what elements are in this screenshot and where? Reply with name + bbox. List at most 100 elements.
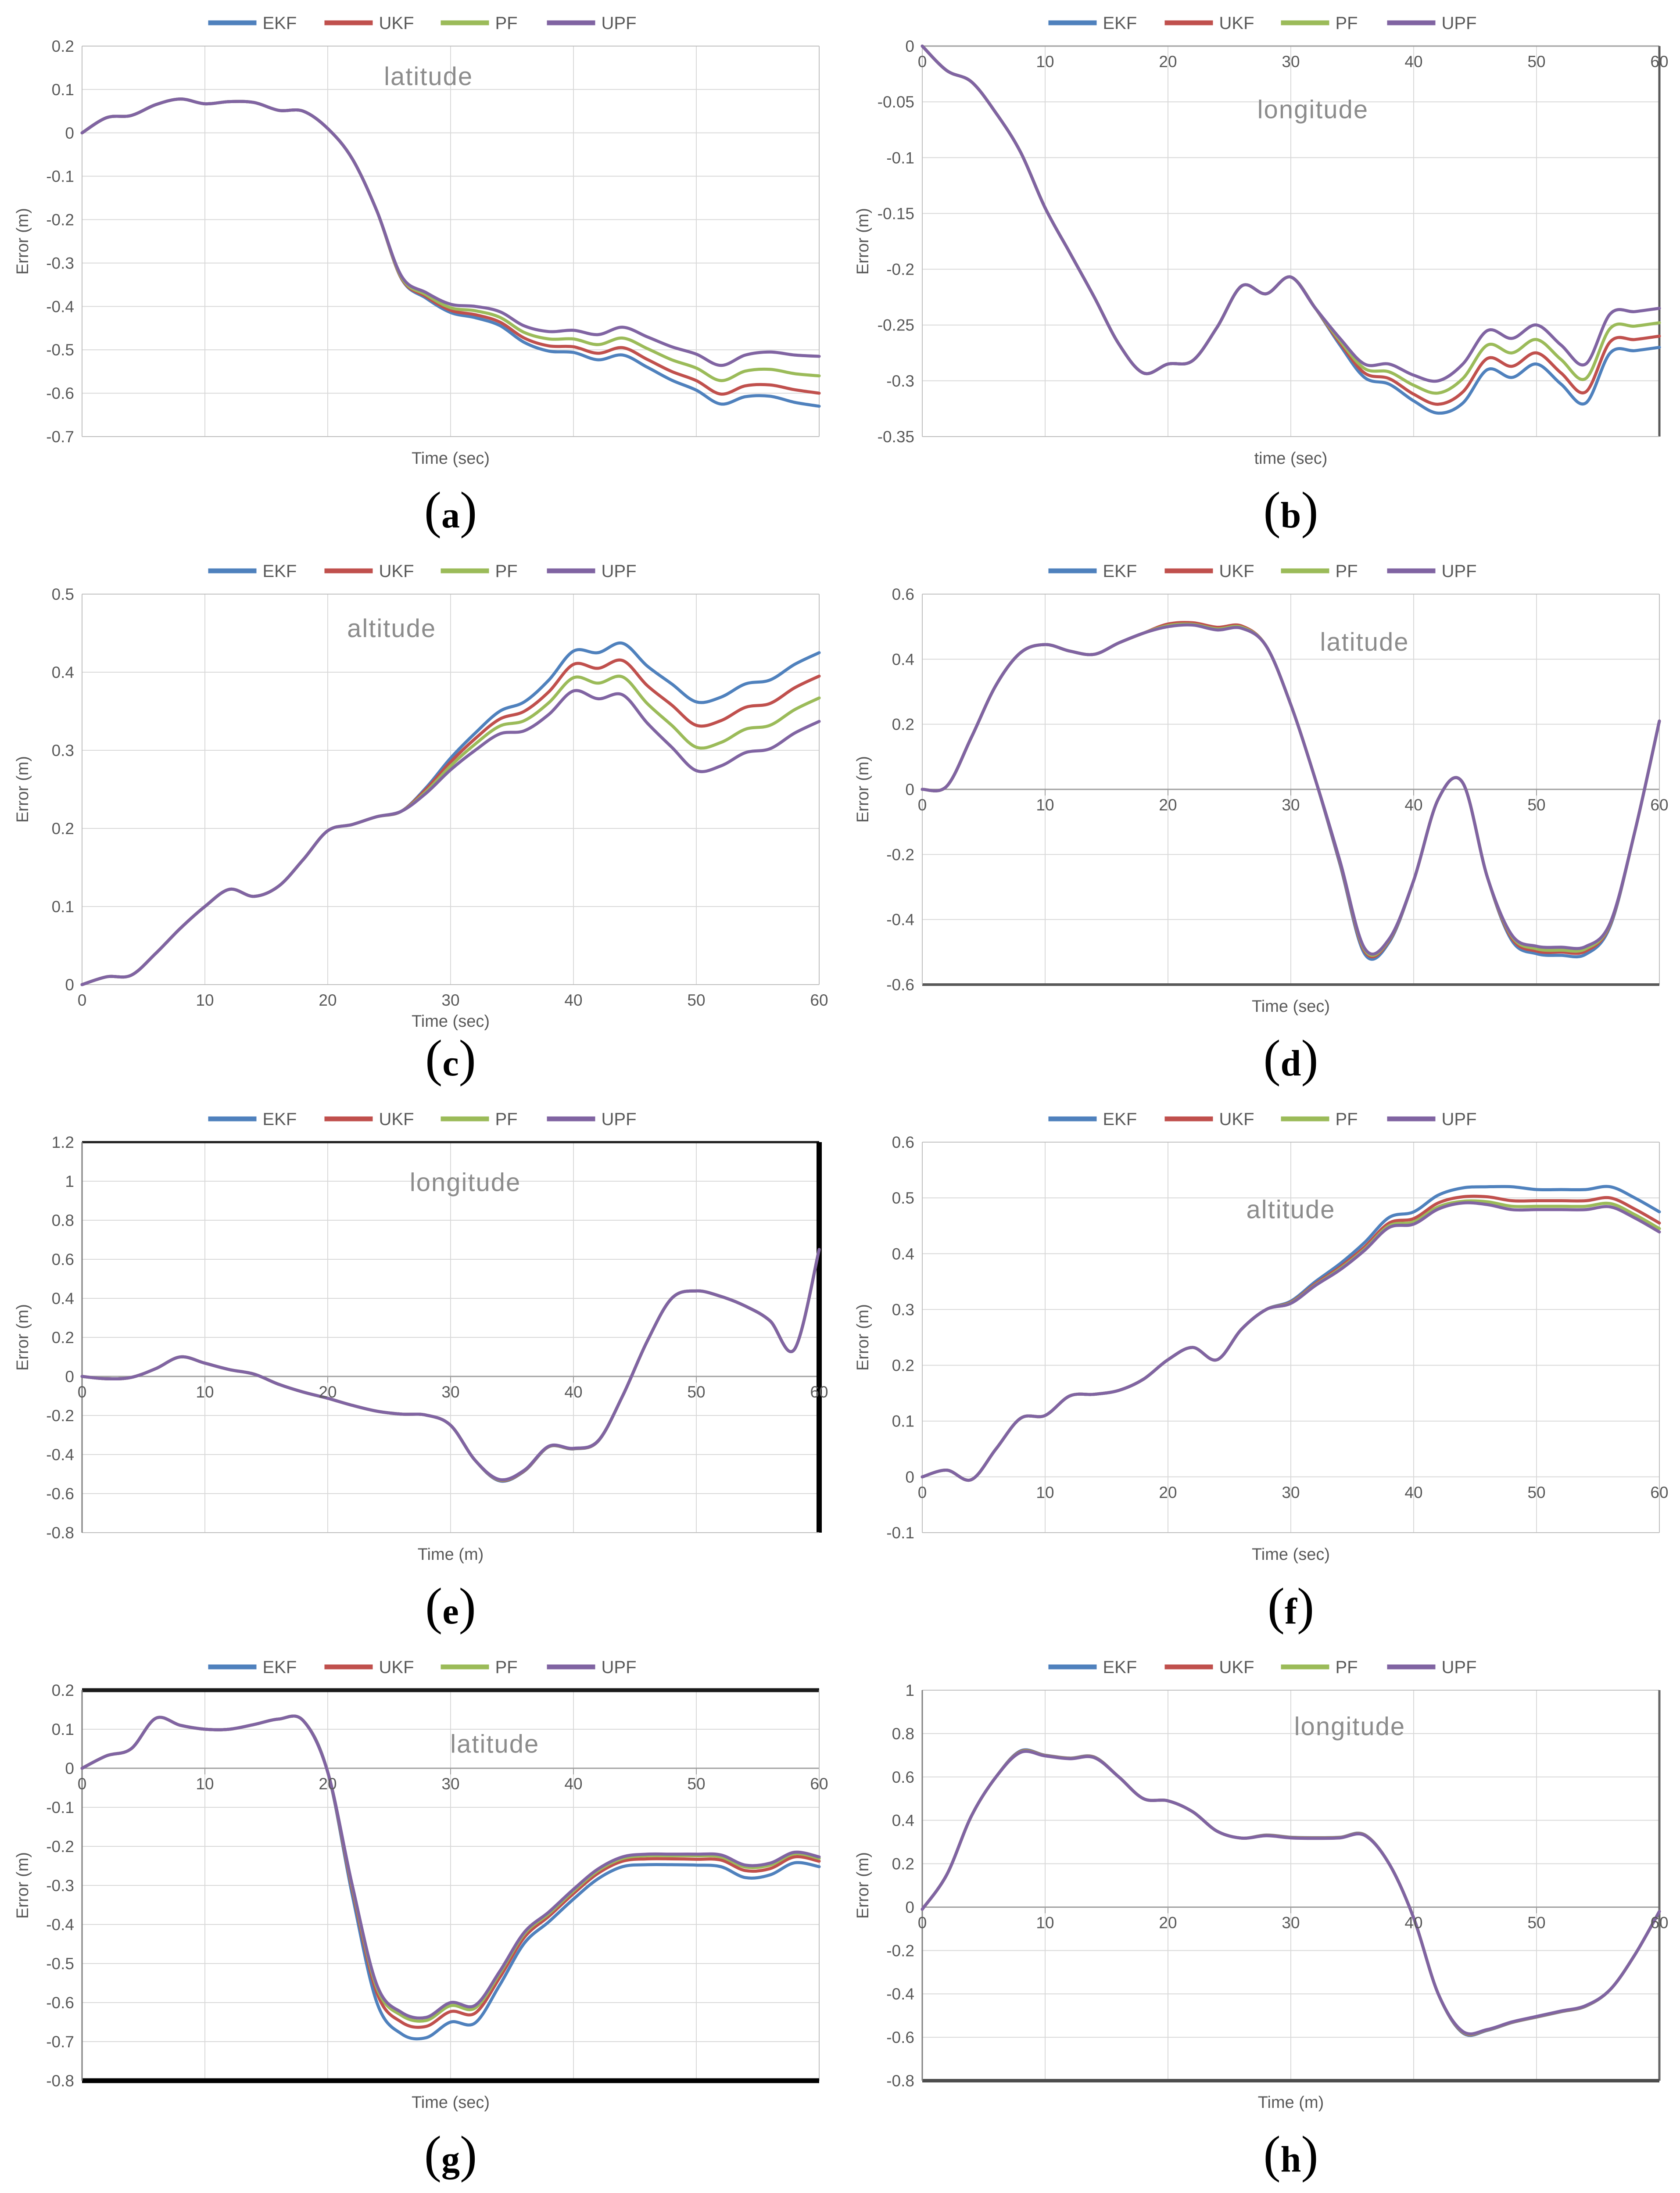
panel-caption: (d) (1263, 1029, 1318, 1087)
panel-caption: (c) (425, 1029, 476, 1087)
svg-text:0.4: 0.4 (892, 650, 914, 668)
x-tick-labels: 0 10 20 30 40 50 60 (917, 1914, 1668, 1931)
series-UPF (80, 1247, 821, 1481)
svg-text:10: 10 (196, 1383, 214, 1401)
legend-label-EKF: EKF (263, 1658, 297, 1677)
svg-text:-0.35: -0.35 (877, 428, 914, 446)
svg-text:-0.5: -0.5 (46, 1955, 74, 1973)
x-axis-label: time (sec) (1254, 449, 1327, 468)
chart-title: longitude (1257, 95, 1368, 124)
svg-text:1: 1 (905, 1681, 914, 1699)
legend-label-PF: PF (1335, 14, 1358, 33)
svg-text:0.6: 0.6 (892, 1133, 914, 1151)
svg-text:-0.8: -0.8 (46, 1524, 74, 1542)
svg-text:10: 10 (1036, 1483, 1054, 1501)
svg-text:0: 0 (78, 1775, 87, 1793)
chart-g-canvas: 0.20.10-0.1-0.2-0.3-0.4-0.5-0.6-0.7-0.80… (14, 1658, 828, 2183)
svg-text:-0.6: -0.6 (46, 1994, 74, 2012)
y-axis-label: Error (m) (14, 1304, 32, 1371)
svg-text:40: 40 (1404, 1914, 1422, 1931)
legend-label-EKF: EKF (1103, 1110, 1137, 1129)
svg-text:60: 60 (1650, 53, 1668, 71)
svg-text:0.6: 0.6 (892, 1768, 914, 1786)
svg-text:60: 60 (1650, 796, 1668, 814)
svg-text:-0.4: -0.4 (46, 297, 74, 315)
svg-text:60: 60 (1650, 1483, 1668, 1501)
chart-b: 0 -0.05 -0.1 -0.15 -0.2 -0.25 -0.3 -0.35 0 10 20 30… (840, 0, 1680, 548)
svg-text:50: 50 (688, 1383, 706, 1401)
series-UPF (921, 1201, 1661, 1482)
legend-label-UPF: UPF (602, 562, 637, 581)
legend-label-UKF: UKF (379, 1110, 414, 1129)
svg-text:-0.4: -0.4 (46, 1916, 74, 1934)
svg-text:0.2: 0.2 (892, 1855, 914, 1873)
svg-text:0.8: 0.8 (52, 1211, 74, 1229)
legend-label-UPF: UPF (602, 14, 637, 33)
series-UPF (921, 44, 1661, 383)
legend-label-EKF: EKF (263, 1110, 297, 1129)
legend-label-UKF: UKF (1219, 1658, 1254, 1677)
x-axis-label: Time (sec) (412, 1012, 490, 1031)
y-tick-labels: 0.2 0.1 0 -0.1 -0.2 -0.3 -0.4 -0.5 -0.6 -0.7 (46, 37, 74, 446)
svg-text:40: 40 (1404, 796, 1422, 814)
svg-text:50: 50 (1527, 796, 1545, 814)
svg-text:0.5: 0.5 (892, 1189, 914, 1207)
x-axis-label: Time (sec) (1252, 1545, 1330, 1564)
y-tick-labels: 1 0.8 0.6 0.4 0.2 0 -0.2 -0.4 -0.6 -0.8 (886, 1681, 914, 2090)
svg-text:-0.7: -0.7 (46, 428, 74, 446)
legend: EKF UKF PF UPF (1048, 1658, 1476, 1677)
svg-text:-0.3: -0.3 (46, 254, 74, 272)
legend-label-UPF: UPF (1441, 1658, 1476, 1677)
svg-text:-0.1: -0.1 (886, 1524, 914, 1542)
panel-caption: (a) (424, 481, 477, 539)
svg-text:30: 30 (442, 1775, 460, 1793)
svg-text:0: 0 (65, 1368, 75, 1386)
svg-text:-0.6: -0.6 (886, 976, 914, 994)
svg-text:0: 0 (905, 37, 914, 55)
chart-title: latitude (384, 62, 473, 91)
svg-text:-0.1: -0.1 (886, 149, 914, 167)
svg-text:-0.2: -0.2 (46, 211, 74, 229)
legend-label-UKF: UKF (1219, 562, 1254, 581)
chart-d-canvas: 0.6 0.4 0.2 0 -0.2 -0.4 -0.6 0 10 20 30 40 50 60 Error… (854, 562, 1669, 1087)
x-tick-labels: 0 10 20 30 40 50 60 (917, 53, 1668, 71)
y-axis-label: Error (m) (14, 1852, 32, 1919)
chart-a-canvas: 0.2 0.1 0 -0.1 -0.2 -0.3 -0.4 -0.5 -0.6 -0.7 Error… (14, 14, 821, 539)
legend-label-UKF: UKF (1219, 14, 1254, 33)
svg-text:-0.6: -0.6 (46, 1485, 74, 1503)
svg-text:60: 60 (810, 1383, 828, 1401)
svg-text:20: 20 (1159, 53, 1177, 71)
y-tick-labels: 0.2 0.1 0 -0.1 -0.2 -0.3 -0.4 -0.5 -0.6 -0.7 -0.8 (46, 1681, 74, 2090)
svg-text:0.6: 0.6 (892, 585, 914, 603)
svg-text:1.2: 1.2 (52, 1133, 74, 1151)
chart-c: 0.5 0.4 0.3 0.2 0.1 0 0 10 20 30 40 50 60 Error (m) Ti… (0, 548, 840, 1096)
legend-label-UPF: UPF (1441, 14, 1476, 33)
svg-text:-0.1: -0.1 (46, 1799, 74, 1817)
svg-text:60: 60 (1650, 1914, 1668, 1931)
svg-text:50: 50 (688, 1775, 706, 1793)
svg-text:0.2: 0.2 (892, 1356, 914, 1374)
legend: EKF UKF PF UPF (208, 1110, 637, 1129)
svg-text:0.2: 0.2 (52, 820, 74, 838)
svg-text:-0.2: -0.2 (886, 1942, 914, 1960)
x-tick-labels: 0 10 20 30 40 50 60 (78, 991, 828, 1009)
svg-text:0.1: 0.1 (892, 1412, 914, 1430)
plot-frame (921, 1689, 1661, 2082)
svg-text:30: 30 (1282, 53, 1300, 71)
legend-label-PF: PF (1335, 1110, 1358, 1129)
series-UPF (921, 623, 1661, 956)
svg-text:20: 20 (319, 1383, 337, 1401)
y-axis-label: Error (m) (854, 208, 872, 275)
y-axis-label: Error (m) (854, 1304, 872, 1371)
x-axis-label: Time (m) (418, 1545, 484, 1564)
svg-text:20: 20 (1159, 796, 1177, 814)
svg-text:20: 20 (319, 1775, 337, 1793)
x-axis-label: Time (sec) (412, 2093, 490, 2112)
plot-frame (921, 593, 1660, 986)
x-tick-labels: 0 10 20 30 40 50 60 (78, 1775, 828, 1793)
svg-text:0.8: 0.8 (892, 1724, 914, 1742)
svg-text:50: 50 (1527, 53, 1545, 71)
grid (82, 593, 820, 985)
svg-text:-0.5: -0.5 (46, 341, 74, 359)
svg-text:10: 10 (1036, 1914, 1054, 1931)
